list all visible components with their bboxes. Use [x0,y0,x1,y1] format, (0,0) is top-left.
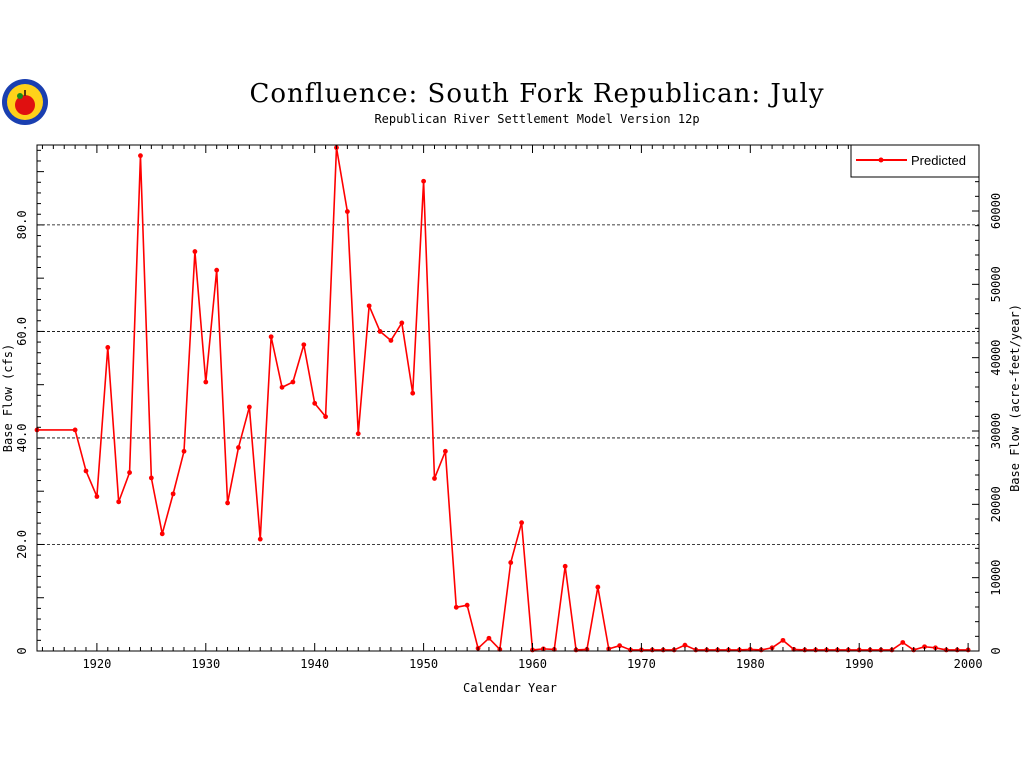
y-axis-right: 0 10000 20000 30000 40000 50000 60000 [972,151,1003,655]
data-point [301,342,307,348]
y-tick-label: 0 [15,647,29,654]
y-axis-label: Base Flow (cfs) [1,344,15,452]
data-point [83,468,89,474]
data-point [508,560,514,565]
data-point [236,445,241,450]
x-tick-label: 2000 [954,657,983,671]
x-tick-label: 1920 [82,657,111,671]
data-point [312,400,318,406]
data-point [214,267,220,273]
data-point [94,494,100,499]
data-point [246,404,252,410]
y-tick-label: 80.0 [15,210,29,239]
x-tick-label: 1930 [191,657,220,671]
chart-title: Confluence: South Fork Republican: July [249,79,824,109]
y2-tick-label: 30000 [989,413,1003,449]
data-point [72,427,78,433]
logo [2,79,48,125]
y2-tick-label: 50000 [989,266,1003,302]
x-tick-label: 1990 [845,657,874,671]
x-tick-label: 1960 [518,657,547,671]
data-point [148,475,154,481]
series-line [37,146,969,651]
x-tick-label: 1980 [736,657,765,671]
data-point [127,470,132,475]
y2-tick-label: 0 [989,647,1003,654]
data-point [366,303,372,309]
data-point [617,643,623,649]
data-point [464,602,470,608]
y2-tick-label: 60000 [989,193,1003,229]
data-point [595,584,601,590]
y-tick-label: 20.0 [15,530,29,559]
data-point [682,642,688,648]
y-tick-label: 40.0 [15,423,29,452]
y2-tick-label: 20000 [989,486,1003,522]
legend-marker [878,157,884,163]
y2-tick-label: 40000 [989,340,1003,376]
data-point [355,431,361,437]
data-point [453,604,459,610]
data-point [181,448,187,454]
data-point [377,329,383,334]
data-point [105,345,111,350]
data-point [257,536,263,542]
data-point [421,178,427,184]
series-predicted [34,145,971,653]
legend: Predicted [850,144,980,178]
data-point [192,249,198,254]
y-axis-left: 0 20.0 40.0 60.0 80.0 [15,149,44,655]
data-point [388,338,394,343]
x-axis: 1920 1930 1940 1950 1960 1970 1980 1990 2000 [41,145,983,671]
data-point [323,414,328,420]
chart-subtitle: Republican River Settlement Model Versio… [374,112,699,126]
y-tick-label: 60.0 [15,317,29,346]
data-point [432,476,437,481]
data-point [344,209,350,214]
data-point [225,500,230,506]
data-point [138,153,143,159]
data-point [170,491,176,497]
data-point [562,563,568,569]
x-tick-label: 1970 [627,657,656,671]
x-axis-label: Calendar Year [463,681,557,695]
data-point [780,637,786,643]
data-point [203,379,209,385]
data-point [486,635,492,641]
data-point [268,334,274,340]
x-tick-label: 1940 [300,657,329,671]
data-point [922,644,927,650]
data-point [399,320,405,326]
grid-lines [37,224,979,545]
data-point [279,384,285,390]
y2-tick-label: 10000 [989,560,1003,596]
data-point [116,499,122,505]
data-point [290,379,296,385]
data-point [410,390,416,396]
x-tick-label: 1950 [409,657,438,671]
data-point [442,448,448,454]
legend-label: Predicted [911,153,966,168]
data-point [519,520,525,526]
y2-axis-label: Base Flow (acre-feet/year) [1008,304,1022,492]
data-point [159,531,165,537]
data-point [900,640,906,645]
plot-frame [36,144,980,652]
